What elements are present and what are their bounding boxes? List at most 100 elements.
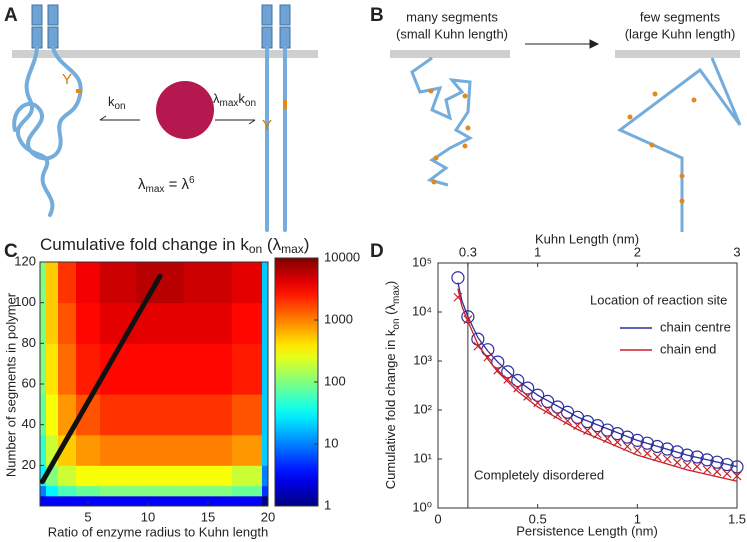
fit-curve xyxy=(457,288,738,482)
marker xyxy=(600,423,615,437)
x-tick-label: 20 xyxy=(261,509,275,524)
marker xyxy=(451,271,465,285)
y-tick-label: 40 xyxy=(22,416,36,431)
heat-cell xyxy=(262,302,269,344)
heat-cell xyxy=(262,485,269,497)
heat-cell xyxy=(184,485,233,497)
site-label: Y xyxy=(262,117,272,134)
heat-cell xyxy=(100,394,137,436)
membrane xyxy=(12,50,318,58)
colorbar-tick-label: 1000 xyxy=(324,311,353,326)
heat-cell xyxy=(232,262,263,304)
heat-cell xyxy=(46,302,59,344)
heat-cell xyxy=(136,495,185,507)
disordered-chain xyxy=(12,46,287,232)
heat-cell xyxy=(136,465,185,487)
receptor xyxy=(31,4,291,49)
heat-cell xyxy=(232,495,263,507)
marker xyxy=(563,416,572,426)
marker xyxy=(583,426,592,436)
fit-curve xyxy=(457,282,738,468)
panel-label: C xyxy=(4,241,18,262)
marker xyxy=(513,383,523,393)
panel-label: B xyxy=(370,5,384,26)
y-tick-label: 10⁰ xyxy=(412,499,432,514)
marker xyxy=(732,471,742,481)
heat-cell xyxy=(136,434,185,466)
x-tick-label: 5 xyxy=(84,509,91,524)
heat-cell xyxy=(136,394,185,436)
x-axis-label: Ratio of enzyme radius to Kuhn length xyxy=(48,524,268,539)
heat-cell xyxy=(76,485,101,497)
x-tick-label: 1.5 xyxy=(728,511,746,526)
heat-cell xyxy=(232,434,263,466)
heat-cell xyxy=(40,302,47,344)
heat-cell xyxy=(46,495,59,507)
marker xyxy=(700,453,714,467)
y-axis-label: Cumulative fold change in kon (λmax) xyxy=(383,281,401,490)
marker xyxy=(473,341,483,351)
colorbar-tick-label: 10000 xyxy=(324,249,360,264)
chart-title: Cumulative fold change in kon (λmax) xyxy=(40,235,309,256)
y-tick-label: 20 xyxy=(22,457,36,472)
marker xyxy=(712,467,722,477)
x2-tick-label: 2 xyxy=(634,244,641,259)
marker xyxy=(573,421,582,431)
marker xyxy=(501,365,515,379)
trend-line xyxy=(39,273,163,485)
heat-cell xyxy=(100,262,137,304)
marker xyxy=(670,445,684,459)
membrane xyxy=(390,50,510,58)
rate-label: λmaxkon xyxy=(213,91,256,108)
marker xyxy=(463,315,473,325)
heat-cell xyxy=(262,465,269,487)
equation: λmax = λ6 xyxy=(138,175,195,195)
y-tick-label: 80 xyxy=(22,335,36,350)
y-tick-label: 10⁵ xyxy=(412,254,432,269)
marker xyxy=(630,433,644,447)
heat-cell xyxy=(136,343,185,395)
heat-cell xyxy=(184,302,233,344)
marker xyxy=(620,430,634,444)
heat-cell xyxy=(184,434,233,466)
heat-cell xyxy=(100,434,137,466)
heat-cell xyxy=(76,495,101,507)
marker xyxy=(453,292,463,302)
membrane xyxy=(615,50,740,58)
legend-label: chain centre xyxy=(660,319,731,334)
panel-d: D Kuhn Length (nm) Persistence Length (n… xyxy=(370,231,746,538)
caption: (small Kuhn length) xyxy=(396,26,508,41)
enzyme xyxy=(156,81,214,139)
heat-cell xyxy=(76,434,101,466)
heat-cell xyxy=(46,262,59,304)
marker xyxy=(603,434,612,444)
chain xyxy=(617,57,742,232)
heat-cell xyxy=(40,343,47,395)
marker xyxy=(682,460,692,470)
x-tick-label: 0.5 xyxy=(529,511,547,526)
heat-cell xyxy=(232,343,263,395)
marker xyxy=(511,373,525,388)
heat-cell xyxy=(232,485,263,497)
marker xyxy=(541,394,555,408)
y-tick-label: 10² xyxy=(413,401,432,416)
heat-cell xyxy=(58,262,77,304)
heat-cell xyxy=(40,434,47,466)
colorbar xyxy=(274,257,319,507)
arrow xyxy=(99,115,140,121)
marker xyxy=(672,458,682,467)
marker xyxy=(710,455,724,469)
heat-cell xyxy=(58,485,77,497)
heat-cell xyxy=(40,495,47,507)
heat-cell xyxy=(232,394,263,436)
heat-cell xyxy=(58,495,77,507)
heat-cell xyxy=(262,495,269,507)
site xyxy=(76,89,82,93)
x2-tick-label: 1 xyxy=(534,244,541,259)
y-tick-label: 10³ xyxy=(413,352,432,367)
heat-cell xyxy=(262,262,269,304)
marker xyxy=(690,450,704,464)
colorbar-tick-label: 1 xyxy=(324,497,331,512)
heat-cell xyxy=(100,485,137,497)
heat-cell xyxy=(100,465,137,487)
